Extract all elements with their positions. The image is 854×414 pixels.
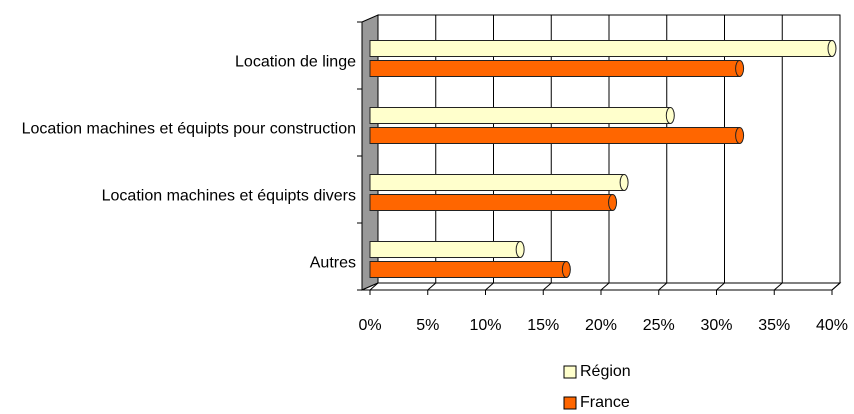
y-tick-label-text: Location machines et équipts pour constr… xyxy=(21,120,356,137)
x-tick-label: 10% xyxy=(469,317,501,334)
floor-line xyxy=(773,282,783,291)
x-tick-label: 25% xyxy=(643,317,675,334)
legend-swatch xyxy=(563,365,577,379)
x-tick-label: 15% xyxy=(527,317,559,334)
y-tick-label-text: Autres xyxy=(309,254,356,271)
bar-cap xyxy=(515,241,525,258)
bar-cap xyxy=(735,127,745,144)
bar-cap xyxy=(665,107,675,124)
floor xyxy=(361,282,842,291)
bar-cap xyxy=(608,194,618,211)
y-tick-label: Autres xyxy=(0,248,356,277)
y-tick-label: Location de linge xyxy=(0,47,356,76)
bar-cap xyxy=(561,261,571,278)
legend-label: France xyxy=(580,394,630,411)
bar xyxy=(369,60,741,77)
floor-line xyxy=(542,282,552,291)
floor-line xyxy=(716,282,725,291)
legend-label: Région xyxy=(580,363,631,380)
x-tick-label: 30% xyxy=(700,317,732,334)
x-tick-label: 0% xyxy=(358,317,381,334)
legend-swatch xyxy=(563,396,577,410)
y-tick-label: Location machines et équipts divers xyxy=(0,181,356,210)
x-tick-label: 35% xyxy=(758,317,790,334)
bar xyxy=(369,174,625,191)
y-tick-label: Location machines et équipts pour constr… xyxy=(0,114,356,143)
floor-line xyxy=(485,282,494,291)
y-tick-label-text: Location de linge xyxy=(235,53,356,70)
floor-line xyxy=(831,282,841,291)
floor-line xyxy=(658,282,668,291)
y-tick-label-text: Location machines et équipts divers xyxy=(101,187,356,204)
x-tick-label: 20% xyxy=(585,317,617,334)
bar xyxy=(369,241,521,258)
floor-line xyxy=(427,282,437,291)
x-tick-label: 40% xyxy=(816,317,848,334)
bar xyxy=(369,40,833,57)
bar xyxy=(369,261,567,278)
floor-line xyxy=(600,282,610,291)
bar xyxy=(369,107,671,124)
bar xyxy=(369,194,614,211)
bar xyxy=(369,127,741,144)
x-tick-label: 5% xyxy=(416,317,439,334)
bar-cap xyxy=(827,40,837,57)
bar-cap xyxy=(619,174,629,191)
bar-cap xyxy=(735,60,745,77)
floor-line xyxy=(369,282,379,291)
